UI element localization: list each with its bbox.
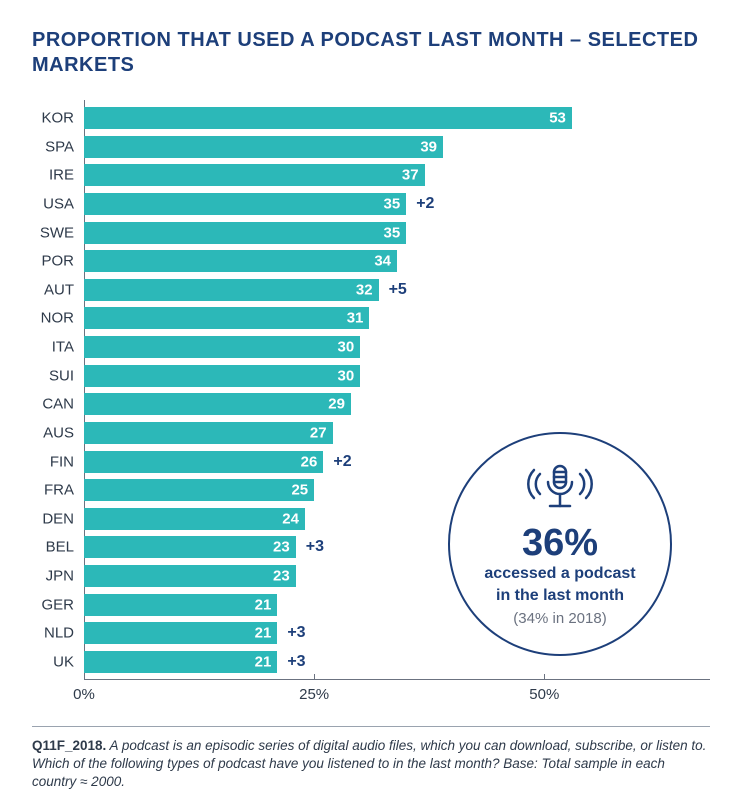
bar-value: 24: [282, 510, 299, 527]
bar-delta: +5: [389, 281, 407, 299]
bar-value: 31: [347, 310, 364, 327]
bar: 35: [84, 193, 406, 215]
bar-row: IRE37: [84, 163, 710, 187]
bar-label: ITA: [52, 339, 74, 356]
bar-label: AUS: [43, 424, 74, 441]
bar-label: IRE: [49, 167, 74, 184]
bar-value: 34: [374, 253, 391, 270]
bar-value: 30: [337, 367, 354, 384]
bar-value: 27: [310, 424, 327, 441]
bar: 23: [84, 536, 296, 558]
bar-label: NLD: [44, 625, 74, 642]
bar-value: 32: [356, 281, 373, 298]
bar: 39: [84, 136, 443, 158]
bar-label: FIN: [50, 453, 74, 470]
bar: 21: [84, 594, 277, 616]
bar-label: JPN: [46, 568, 74, 585]
x-tick-label: 0%: [73, 686, 95, 703]
bar-label: GER: [41, 596, 74, 613]
bar-label: UK: [53, 653, 74, 670]
bar-value: 35: [384, 224, 401, 241]
bar: 26: [84, 451, 323, 473]
bar: 21: [84, 651, 277, 673]
bar-row: CAN29: [84, 392, 710, 416]
bar-value: 35: [384, 195, 401, 212]
bar: 37: [84, 164, 425, 186]
callout-stat: 36%: [522, 524, 598, 562]
bar: 24: [84, 508, 305, 530]
x-tick: [544, 674, 545, 680]
bar-value: 21: [255, 653, 272, 670]
bar-label: FRA: [44, 482, 74, 499]
bar-row: SUI30: [84, 364, 710, 388]
bar-row: ITA30: [84, 335, 710, 359]
bar-value: 30: [337, 339, 354, 356]
bar-value: 23: [273, 539, 290, 556]
bar-value: 37: [402, 167, 419, 184]
bar-row: SPA39: [84, 135, 710, 159]
bar-value: 26: [301, 453, 318, 470]
bar: 23: [84, 565, 296, 587]
microphone-broadcast-icon: [520, 462, 600, 516]
bar-row: USA35+2: [84, 192, 710, 216]
chart-title: PROPORTION THAT USED A PODCAST LAST MONT…: [32, 28, 710, 78]
bar: 25: [84, 479, 314, 501]
bar-row: NOR31: [84, 306, 710, 330]
callout-line-1: accessed a podcast: [484, 564, 635, 584]
callout-line-2: in the last month: [496, 586, 624, 606]
x-tick-label: 25%: [299, 686, 329, 703]
footer-divider: [32, 726, 710, 727]
bar-delta: +3: [287, 653, 305, 671]
bar-label: NOR: [41, 310, 74, 327]
bar-row: UK21+3: [84, 650, 710, 674]
bar-label: POR: [41, 253, 74, 270]
bar-value: 53: [549, 110, 566, 127]
bar-row: AUT32+5: [84, 278, 710, 302]
bar: 53: [84, 107, 572, 129]
bar-value: 39: [420, 138, 437, 155]
bar-label: SUI: [49, 367, 74, 384]
bar: 32: [84, 279, 379, 301]
bar-label: CAN: [42, 396, 74, 413]
bar-value: 23: [273, 568, 290, 585]
bar-value: 29: [328, 396, 345, 413]
footnote-code: Q11F_2018.: [32, 738, 106, 753]
bar-label: KOR: [41, 110, 74, 127]
bar-row: POR34: [84, 249, 710, 273]
bar-value: 25: [291, 482, 308, 499]
bar-row: SWE35: [84, 221, 710, 245]
bar: 30: [84, 365, 360, 387]
bar: 29: [84, 393, 351, 415]
chart-area: KOR53SPA39IRE37USA35+2SWE35POR34AUT32+5N…: [32, 100, 710, 708]
bar-label: SWE: [40, 224, 74, 241]
bar: 30: [84, 336, 360, 358]
bar-delta: +3: [306, 538, 324, 556]
bar-label: AUT: [44, 281, 74, 298]
bar: 35: [84, 222, 406, 244]
bar: 21: [84, 622, 277, 644]
bar-label: DEN: [42, 510, 74, 527]
bar-row: KOR53: [84, 106, 710, 130]
bar-label: USA: [43, 195, 74, 212]
bar-delta: +3: [287, 624, 305, 642]
bar-delta: +2: [416, 195, 434, 213]
bar-value: 21: [255, 596, 272, 613]
x-axis: [84, 679, 710, 680]
footnote: Q11F_2018. A podcast is an episodic seri…: [32, 737, 710, 792]
x-tick: [84, 674, 85, 680]
bar: 27: [84, 422, 333, 444]
bar-delta: +2: [333, 453, 351, 471]
bar: 34: [84, 250, 397, 272]
bar-label: BEL: [46, 539, 74, 556]
bar-value: 21: [255, 625, 272, 642]
x-tick-label: 50%: [529, 686, 559, 703]
bar: 31: [84, 307, 369, 329]
x-tick: [314, 674, 315, 680]
bar-row: AUS27: [84, 421, 710, 445]
bar-label: SPA: [45, 138, 74, 155]
callout-circle: 36% accessed a podcast in the last month…: [448, 432, 672, 656]
callout-subtext: (34% in 2018): [513, 610, 606, 627]
